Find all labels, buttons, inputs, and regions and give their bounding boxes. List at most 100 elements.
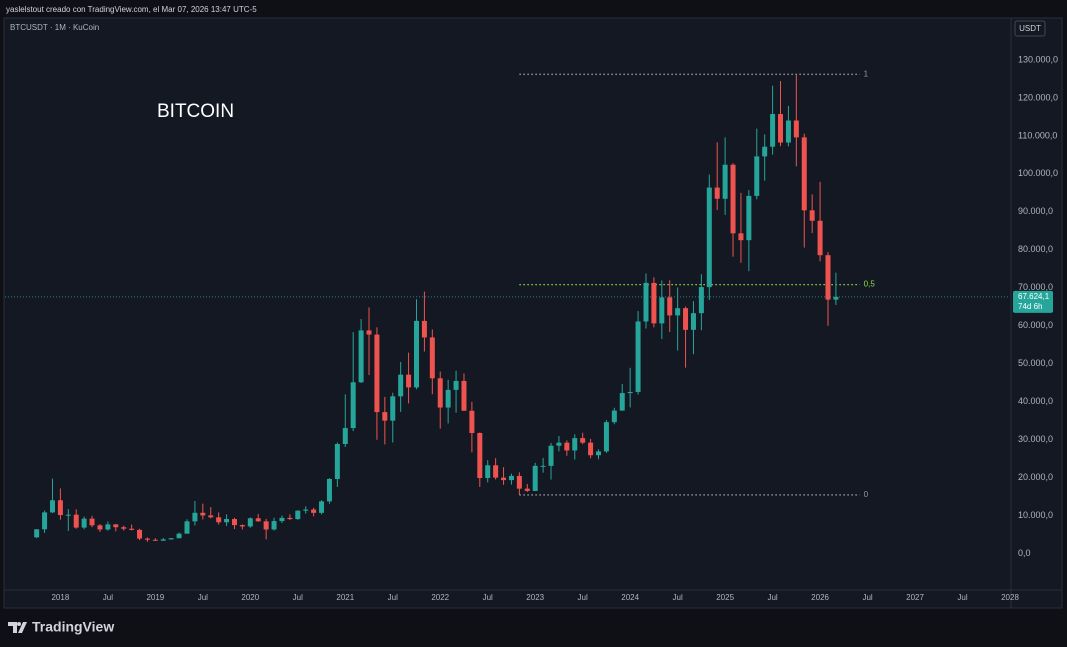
candle-body [659,297,665,324]
header: yaslelstout creado con TradingView.com, … [6,5,257,14]
x-tick-label: Jul [673,593,683,602]
candle-body [611,410,617,423]
candle-body [168,538,174,540]
candle-body [596,451,602,456]
x-tick-label: 2023 [526,593,544,602]
candle-body [817,220,823,256]
y-tick-label: 100.000,0 [1018,168,1058,178]
candle-body [271,521,277,530]
y-tick-label: 30.000,0 [1018,434,1053,444]
x-tick-label: 2027 [906,593,924,602]
candle-body [73,514,79,528]
y-tick-label: 40.000,0 [1018,396,1053,406]
candle-body [714,187,720,199]
candle-body [216,517,222,523]
candle-body [184,521,190,534]
candle-body [493,465,499,478]
candle-body [287,517,293,520]
candle-body [334,444,340,479]
candle-body [762,146,768,157]
x-tick-label: 2026 [811,593,829,602]
last-price-badge [1013,290,1053,313]
brand-logo [8,622,27,633]
candle-body [34,529,40,538]
candle-body [342,428,348,445]
candle-body [469,410,475,433]
x-tick-label: Jul [578,593,588,602]
candle-body [65,514,71,516]
unit-box [1014,20,1046,37]
candle-body [81,518,87,528]
candle-body [176,533,182,539]
chart-title: BITCOIN [157,101,234,122]
candle-body [833,296,839,300]
candle-body [326,478,332,502]
candle-body [809,210,815,221]
candle-body [825,255,831,300]
candle-body [580,438,586,443]
x-tick-label: Jul [388,593,398,602]
candle-body [192,512,198,522]
candle-body [603,422,609,452]
candle-body [303,509,309,511]
candle-body [738,233,744,241]
candle-body [619,393,625,411]
candle-body [200,512,206,516]
candle-body [255,518,261,522]
x-tick-label: 2019 [146,593,164,602]
y-tick-label: 60.000,0 [1018,320,1053,330]
candle-body [247,518,253,527]
candle-body [643,282,649,322]
candle-body [667,297,673,316]
candle-body [421,320,427,338]
candle-body [57,500,63,516]
y-tick-label: 50.000,0 [1018,358,1053,368]
candle-body [453,380,459,390]
y-tick-label: 0,0 [1018,548,1031,558]
x-tick-label: 2028 [1001,593,1019,602]
x-tick-label: 2024 [621,593,639,602]
y-tick-label: 70.000,0 [1018,282,1053,292]
candle-body [501,477,507,481]
y-tick-label: 130.000,0 [1018,54,1058,64]
candle-body [121,527,127,529]
x-tick-label: 2021 [336,593,354,602]
candle-body [516,475,522,489]
candle-body [358,330,364,383]
candle-body [279,517,285,522]
x-tick-label: Jul [483,593,493,602]
candle-body [722,164,728,199]
candle-body [413,320,419,388]
x-tick-label: Jul [293,593,303,602]
candle-body [540,465,546,467]
candle-body [508,475,514,481]
candle-body [675,308,681,316]
candle-body [564,442,570,451]
candle-body [627,391,633,394]
candle-body [635,321,641,392]
candle-body [374,334,380,413]
candle-body [105,524,111,530]
candle-body [137,529,143,539]
y-tick-label: 10.000,0 [1018,510,1053,520]
brand-dot [17,622,21,626]
candle-body [437,378,443,408]
candle-body [524,488,530,491]
x-tick-label: Jul [862,593,872,602]
candle-body [42,512,48,530]
candle-body [690,313,696,330]
y-tick-label: 120.000,0 [1018,92,1058,102]
countdown: 74d 6h [1018,302,1042,311]
candle-body [477,432,483,479]
candle-body [366,330,372,335]
x-tick-label: 2022 [431,593,449,602]
candle-body [152,539,158,541]
candle-body [208,515,214,518]
candle-body [231,519,237,526]
candle-body [319,501,325,513]
candle-body [651,282,657,324]
candle-body [49,500,55,513]
candle-body [97,525,103,530]
